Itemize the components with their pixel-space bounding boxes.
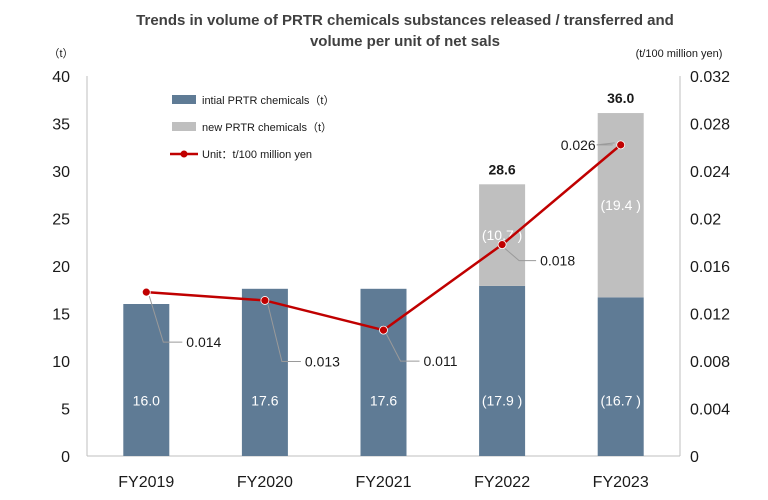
right-axis-unit: (t/100 million yen): [636, 48, 723, 60]
left-tick-label: 10: [52, 354, 70, 371]
unit-line-point-fy2021: [379, 325, 388, 335]
right-tick-label: 0.016: [690, 259, 730, 276]
left-tick-label: 30: [52, 164, 70, 181]
left-axis-ticks: 0 5 10 15 20 25 30 35 40: [52, 69, 70, 466]
bar-initial-fy2019: [123, 304, 170, 456]
right-tick-label: 0.008: [690, 354, 730, 371]
left-tick-label: 5: [61, 402, 70, 419]
line-data-label: 0.026: [561, 137, 596, 153]
line-data-label: 0.018: [540, 253, 575, 269]
bar-initial-fy2023: [597, 297, 644, 456]
category-label-fy2020: FY2020: [237, 474, 293, 491]
right-tick-label: 0: [690, 449, 699, 466]
legend: intial PRTR chemicals（t） new PRTR chemic…: [170, 94, 334, 161]
right-tick-label: 0.012: [690, 307, 730, 324]
bar-new-fy2022: [479, 184, 526, 286]
bars: 16.0 17.6 17.6 (10.7 ) (17.9 ) 28.6 (19.4 ) (16…: [123, 90, 644, 456]
line-data-label: 0.014: [186, 334, 221, 350]
unit-line-point-fy2023: [616, 140, 626, 150]
unit-line-point-fy2022: [497, 240, 507, 250]
data-callout-line: [148, 295, 183, 343]
bar-label-initial: 17.6: [370, 393, 397, 409]
bar-label-initial: 17.6: [251, 393, 278, 409]
right-tick-label: 0.028: [690, 117, 730, 134]
line-data-label: 0.011: [424, 353, 458, 369]
category-label-fy2023: FY2023: [593, 474, 649, 491]
right-tick-label: 0.032: [690, 69, 730, 86]
legend-swatch-new: [172, 122, 196, 131]
legend-label-new: new PRTR chemicals（t）: [202, 121, 332, 134]
left-tick-label: 35: [52, 117, 70, 134]
data-callout-line: [596, 142, 615, 146]
right-tick-label: 0.02: [690, 212, 721, 229]
data-callout-line: [386, 333, 420, 362]
bar-initial-fy2020: [241, 288, 288, 456]
bar-label-initial: (16.7 ): [600, 393, 640, 409]
category-label-fy2021: FY2021: [355, 474, 411, 491]
right-axis-ticks: 0 0.004 0.008 0.012 0.016 0.02 0.024 0.028 0.032: [690, 69, 730, 466]
unit-line-point-fy2020: [260, 296, 270, 305]
left-tick-label: 40: [52, 69, 70, 86]
bar-total-label: 36.0: [607, 90, 634, 106]
legend-swatch-initial: [172, 95, 196, 104]
data-callout-line: [267, 304, 301, 362]
chart-title-line-1: Trends in volume of PRTR chemicals subst…: [136, 12, 674, 29]
chart-title-line-2: volume per unit of net sals: [310, 33, 500, 50]
bar-label-initial: (17.9 ): [482, 393, 522, 409]
right-tick-label: 0.024: [690, 164, 730, 181]
unit-line-point-fy2019: [141, 287, 151, 297]
left-tick-label: 15: [52, 307, 70, 324]
line-data-label: 0.013: [305, 353, 340, 369]
bar-initial-fy2022: [479, 285, 526, 456]
legend-marker-unit: [180, 150, 188, 158]
bar-label-new: (10.7 ): [482, 227, 522, 243]
legend-label-initial: intial PRTR chemicals（t）: [202, 94, 334, 107]
right-tick-label: 0.004: [690, 402, 730, 419]
left-tick-label: 25: [52, 212, 70, 229]
category-labels: FY2019 FY2020 FY2021 FY2022 FY2023: [118, 474, 649, 491]
bar-initial-fy2021: [360, 288, 407, 456]
bar-label-new: (19.4 ): [600, 197, 640, 213]
category-label-fy2019: FY2019: [118, 474, 174, 491]
bar-total-label: 28.6: [488, 161, 515, 177]
bar-label-initial: 16.0: [133, 393, 160, 409]
left-axis-unit: （t）: [48, 47, 73, 60]
legend-label-unit: Unit：t/100 million yen: [202, 149, 312, 161]
unit-line-series: 0.014 0.013 0.011 0.018 0.026: [141, 137, 626, 369]
category-label-fy2022: FY2022: [474, 474, 530, 491]
data-callout-line: [504, 248, 537, 262]
left-tick-label: 0: [61, 449, 70, 466]
left-tick-label: 20: [52, 259, 70, 276]
